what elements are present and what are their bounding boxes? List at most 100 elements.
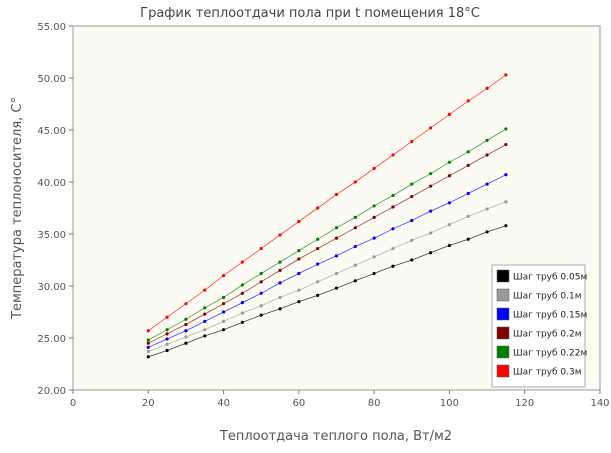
series-line — [148, 128, 507, 341]
data-point — [316, 237, 320, 241]
data-point — [353, 226, 357, 230]
data-point — [259, 291, 263, 295]
data-point — [429, 251, 433, 255]
data-point — [504, 127, 508, 131]
y-axis: 20.00 25.00 30.00 35.00 40.00 45.00 50.00 55.00 — [37, 22, 73, 397]
data-point — [146, 355, 150, 359]
data-point — [429, 231, 433, 235]
data-point — [334, 254, 339, 258]
data-point — [429, 184, 433, 188]
data-point — [259, 246, 263, 251]
legend-item: Шаг труб 0.15м — [496, 307, 587, 321]
x-tick-label: 120 — [515, 398, 534, 409]
data-point — [391, 193, 395, 198]
data-point — [259, 304, 263, 308]
data-point — [504, 73, 508, 77]
y-tick-label: 25.00 — [37, 334, 66, 345]
data-point — [353, 180, 357, 184]
y-tick-label: 40.00 — [37, 178, 66, 189]
data-point — [203, 334, 207, 338]
data-point — [278, 295, 282, 300]
series-2 — [146, 200, 508, 354]
data-point — [297, 219, 301, 224]
legend-label: Шаг труб 0.05м — [513, 273, 587, 283]
data-point — [278, 281, 282, 285]
data-point — [259, 280, 263, 284]
x-tick-label: 140 — [590, 398, 609, 409]
legend-item: Шаг труб 0.2м — [496, 326, 582, 340]
legend-label: Шаг труб 0.2м — [513, 330, 582, 340]
data-point — [447, 112, 452, 116]
data-point — [353, 215, 357, 219]
data-point — [447, 201, 452, 205]
y-tick-label: 30.00 — [37, 282, 66, 293]
data-point — [466, 99, 470, 103]
legend-label: Шаг труб 0.1м — [513, 292, 582, 302]
data-point — [485, 207, 489, 211]
data-point — [297, 257, 301, 261]
legend-item: Шаг труб 0.05м — [496, 269, 587, 283]
data-point — [240, 260, 244, 264]
data-point — [372, 236, 376, 240]
legend-label: Шаг труб 0.22м — [513, 349, 587, 359]
data-point — [466, 163, 470, 167]
series-line — [148, 225, 507, 358]
legend-swatch — [496, 288, 510, 302]
data-point — [165, 315, 169, 319]
data-point — [466, 237, 470, 241]
data-point — [203, 288, 207, 292]
data-point — [316, 246, 320, 251]
data-point — [447, 243, 452, 248]
data-point — [391, 227, 395, 231]
x-tick-label: 80 — [368, 398, 381, 409]
data-point — [316, 293, 320, 297]
data-point — [297, 271, 301, 276]
data-point — [372, 204, 376, 208]
x-tick-label: 60 — [292, 398, 305, 409]
legend-swatch — [496, 307, 510, 321]
data-point — [334, 236, 339, 240]
legend-swatch — [496, 326, 510, 340]
series-6 — [146, 73, 508, 333]
y-tick-label: 50.00 — [37, 74, 66, 85]
data-point — [278, 233, 282, 237]
data-point — [316, 280, 320, 284]
data-point — [353, 279, 357, 283]
data-point — [203, 328, 207, 332]
data-point — [372, 166, 376, 171]
series-line — [148, 174, 507, 348]
x-axis: 0 20 40 60 80 100 120 140 — [70, 390, 610, 409]
data-point — [184, 329, 188, 333]
series-line — [148, 144, 507, 344]
data-point — [353, 244, 357, 249]
y-tick-label: 20.00 — [37, 386, 66, 397]
data-point — [372, 215, 376, 219]
series-3 — [146, 173, 508, 349]
data-point — [485, 230, 489, 234]
series-group — [146, 73, 508, 359]
data-point — [391, 153, 395, 157]
data-point — [429, 209, 433, 213]
data-point — [221, 319, 226, 323]
data-point — [165, 348, 169, 353]
data-point — [334, 226, 339, 230]
series-line — [148, 201, 507, 352]
data-point — [221, 310, 226, 314]
data-point — [429, 126, 433, 130]
data-point — [203, 306, 207, 310]
data-point — [240, 320, 244, 324]
data-point — [447, 160, 452, 164]
y-tick-label: 45.00 — [37, 126, 66, 137]
data-point — [184, 335, 188, 339]
data-point — [334, 192, 339, 197]
legend-item: Шаг труб 0.3м — [496, 364, 582, 378]
data-point — [146, 338, 150, 342]
data-point — [447, 174, 452, 178]
x-tick-label: 100 — [440, 398, 459, 409]
data-point — [504, 200, 508, 204]
data-point — [334, 271, 339, 276]
data-point — [429, 172, 433, 176]
legend-label: Шаг труб 0.3м — [513, 368, 582, 378]
data-point — [203, 319, 207, 323]
